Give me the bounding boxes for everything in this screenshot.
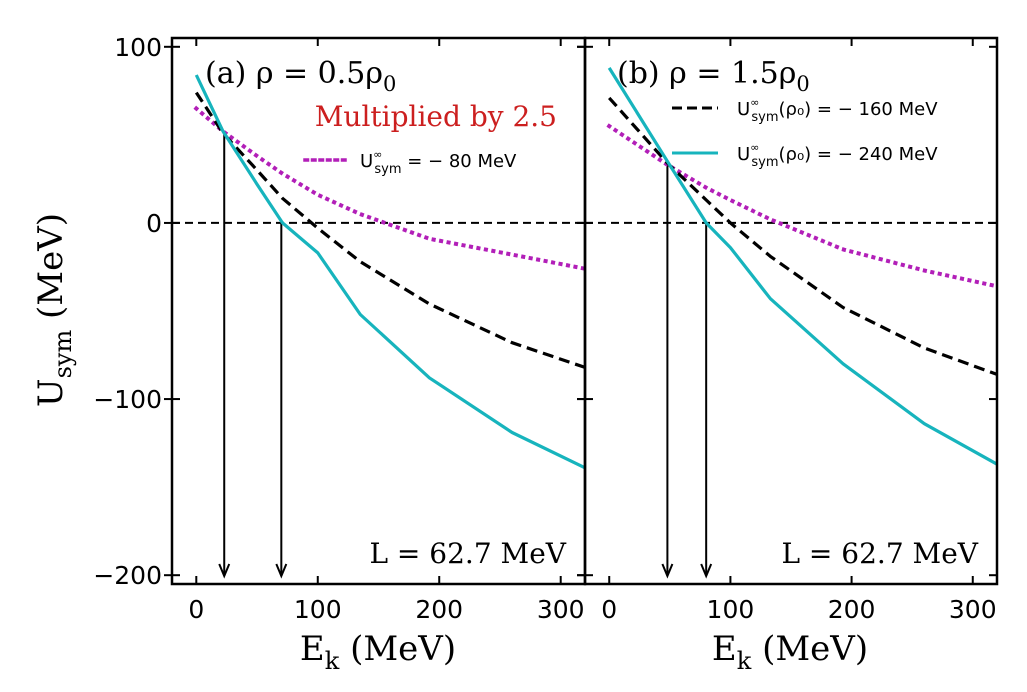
legend-b-label-cyan-sub: sym: [751, 155, 778, 170]
panel-b-label-sub: 0: [796, 72, 809, 96]
legend-a-label-sup: ∞: [373, 148, 382, 161]
series-line-cyan: [607, 67, 998, 466]
arrow-down-icon: [275, 222, 288, 579]
y-tick-label: 100: [114, 33, 162, 62]
arrow-head: [661, 563, 674, 579]
y-tick-label: 0: [146, 209, 162, 238]
legend-b-label-cyan-rest: (ρ₀) = − 240 MeV: [779, 144, 939, 165]
legend-b-label-dashed-sup: ∞: [750, 96, 759, 109]
panel-b: 0 100 200 300: [577, 36, 1000, 624]
panel-a: 0 100 200 300 100 0 −100 −200: [93, 33, 588, 624]
series-line-purple: [193, 105, 588, 272]
x-tick-label: 300: [537, 595, 585, 624]
legend-a-label-main: U: [360, 151, 373, 172]
arrow-down-icon: [700, 222, 713, 579]
series-line-dashed: [194, 91, 586, 369]
x-axis-label-a: Ek (MeV): [300, 629, 456, 675]
series-line-cyan: [194, 74, 586, 470]
legend-b-label-cyan: U∞ sym(ρ₀) = − 240 MeV: [737, 141, 938, 170]
x-tick-label: 200: [415, 595, 463, 624]
legend-b-label-dashed-rest: (ρ₀) = − 160 MeV: [779, 99, 939, 120]
y-tick-label: −200: [93, 561, 162, 590]
l-label-b: L = 62.7 MeV: [781, 537, 978, 570]
legend-b-label-dashed-main: U: [737, 99, 750, 120]
legend-a-label-rest: = − 80 MeV: [402, 151, 518, 172]
x-axis-label-b: Ek (MeV): [712, 629, 868, 675]
legend-b-label-dashed: U∞ sym(ρ₀) = − 160 MeV: [737, 96, 938, 125]
x-axis-label-b-unit: (MeV): [751, 629, 868, 669]
x-axis-label-a-sub: k: [325, 647, 340, 675]
arrow-head: [700, 563, 713, 579]
panel-b-label: (b) ρ = 1.5ρ0: [617, 56, 810, 96]
panel-a-label-main: (a) ρ = 0.5ρ: [205, 56, 383, 91]
x-axis-label-a-unit: (MeV): [339, 629, 456, 669]
legend-a-label-purple: U∞ sym = − 80 MeV: [360, 148, 517, 177]
panel-b-label-main: (b) ρ = 1.5ρ: [617, 56, 796, 91]
y-axis-label-sub: sym: [49, 330, 77, 379]
x-tick-label: 100: [707, 595, 755, 624]
legend-b-label-cyan-sup: ∞: [750, 141, 759, 154]
plot-frame: [583, 36, 999, 586]
y-axis-label-main: U: [31, 378, 71, 407]
x-axis-label-b-sub: k: [737, 647, 752, 675]
legend-b: U∞ sym(ρ₀) = − 160 MeV U∞ sym(ρ₀) = − 240 …: [672, 96, 938, 170]
y-tick-label: −100: [93, 385, 162, 414]
x-tick-label: 100: [294, 595, 342, 624]
x-tick-label: 0: [188, 595, 204, 624]
multiplied-annotation: Multiplied by 2.5: [315, 100, 557, 133]
panel-a-label: (a) ρ = 0.5ρ0: [205, 56, 396, 96]
arrow-down-icon: [661, 161, 674, 579]
arrow-down-icon: [218, 131, 231, 579]
legend-b-label-dashed-sub: sym: [751, 110, 778, 125]
y-axis-label-unit: (MeV): [31, 213, 71, 330]
x-tick-label: 0: [601, 595, 617, 624]
y-axis-label: Usym (MeV): [31, 213, 77, 407]
arrow-head: [218, 563, 231, 579]
x-axis-label-b-main: E: [712, 629, 737, 669]
x-tick-label: 300: [949, 595, 997, 624]
x-axis-label-a-main: E: [300, 629, 325, 669]
l-label-a: L = 62.7 MeV: [369, 537, 566, 570]
x-tick-label: 200: [828, 595, 876, 624]
legend-a-label-sub: sym: [374, 162, 401, 177]
panel-a-label-sub: 0: [383, 72, 396, 96]
arrow-head: [275, 563, 288, 579]
legend-b-label-cyan-main: U: [737, 144, 750, 165]
legend-a: U∞ sym = − 80 MeV: [303, 148, 517, 177]
